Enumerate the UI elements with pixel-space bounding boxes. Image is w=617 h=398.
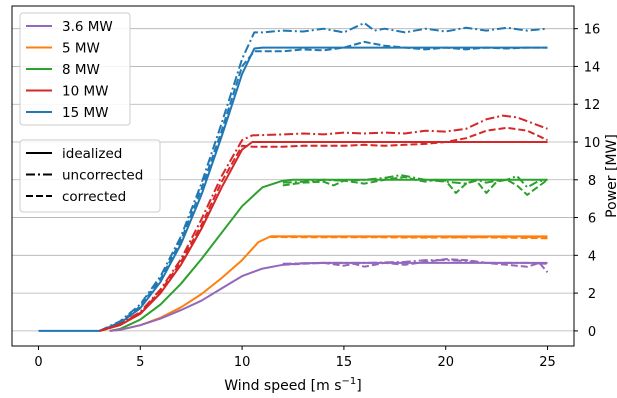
y-tick-label-16: 16 (584, 23, 601, 38)
variant-legend: idealized uncorrected corrected (19, 139, 161, 213)
y-tick-label-4: 4 (588, 249, 596, 264)
legend-box (19, 139, 161, 213)
series-3-6-mwcorrected (282, 258, 549, 273)
y-axis-ticks: 0 2 4 6 8 10 12 14 16 (574, 23, 600, 340)
x-tick-label-0: 0 (34, 355, 42, 370)
series-lines (38, 22, 549, 332)
turbine-legend: 3.6 MW 5 MW 8 MW 10 MW 15 MW (19, 12, 131, 126)
x-axis-ticks: 0 5 10 15 20 25 (34, 346, 556, 370)
y-tick-label-14: 14 (584, 60, 601, 75)
legend-label-idealized: idealized (62, 146, 122, 162)
x-label-close: ] (356, 378, 361, 394)
x-tick-label-10: 10 (234, 355, 251, 370)
legend-label-15-mw: 15 MW (62, 105, 108, 121)
series-15-mwcorrected (99, 40, 548, 332)
legend-box (19, 12, 131, 126)
x-label-text: Wind speed [m s (224, 378, 341, 394)
legend-label-10-mw: 10 MW (62, 84, 108, 100)
y-axis-label: Power [MW] (604, 134, 617, 218)
y-tick-label-2: 2 (588, 287, 596, 302)
legend-label-8-mw: 8 MW (62, 62, 100, 78)
y-tick-label-10: 10 (584, 136, 601, 151)
series-10-mwcorrected (99, 126, 548, 332)
series-5-mwcorrected (270, 236, 548, 240)
y-tick-label-0: 0 (588, 325, 596, 340)
x-label-superscript: −1 (342, 376, 357, 387)
x-tick-label-5: 5 (136, 355, 144, 370)
series-10-mwuncorrected (99, 114, 548, 332)
x-tick-label-20: 20 (437, 355, 454, 370)
x-tick-label-15: 15 (336, 355, 353, 370)
legend-label-uncorrected: uncorrected (62, 168, 143, 184)
series-8-mwcorrected (282, 175, 549, 196)
x-tick-label-25: 25 (539, 355, 556, 370)
legend-label-3-6-mw: 3.6 MW (62, 19, 113, 35)
y-tick-label-6: 6 (588, 212, 596, 227)
legend-label-5-mw: 5 MW (62, 41, 100, 57)
x-axis-label: Wind speed [m s−1] (224, 376, 361, 394)
series-15-mwuncorrected (99, 22, 548, 332)
legend-label-corrected: corrected (62, 189, 126, 205)
plot-frame (11, 5, 575, 347)
series-8-mwidealized (109, 178, 548, 332)
y-tick-label-8: 8 (588, 174, 596, 189)
series-8-mwuncorrected (282, 174, 548, 189)
y-tick-label-12: 12 (584, 98, 601, 113)
